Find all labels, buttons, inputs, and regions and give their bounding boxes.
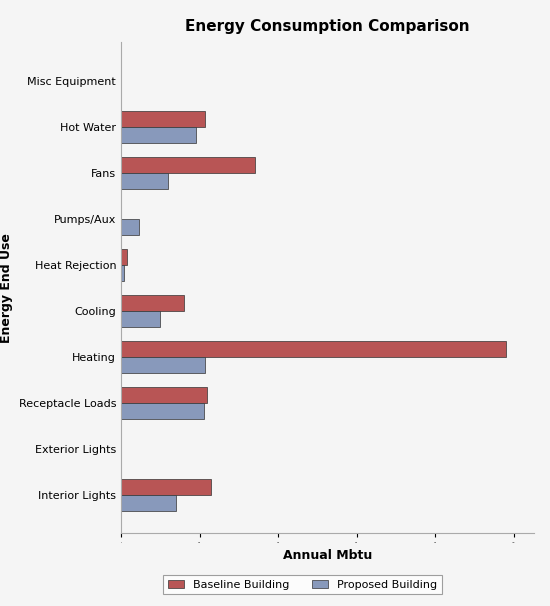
Bar [121,495,176,511]
Bar [121,157,255,173]
Bar [121,387,207,403]
Bar [121,248,126,265]
Y-axis label: Energy End Use: Energy End Use [0,233,13,343]
Bar [121,311,160,327]
Bar [121,295,184,311]
Bar [121,173,168,189]
Bar [121,111,206,127]
Bar [121,479,211,495]
Bar [121,265,124,281]
Title: Energy Consumption Comparison: Energy Consumption Comparison [185,19,470,35]
Bar [121,341,506,357]
Bar [121,357,206,373]
Bar [121,127,196,143]
Legend: Baseline Building, Proposed Building: Baseline Building, Proposed Building [163,575,442,594]
Bar [121,403,204,419]
X-axis label: Annual Mbtu: Annual Mbtu [283,549,372,562]
Bar [121,219,139,235]
